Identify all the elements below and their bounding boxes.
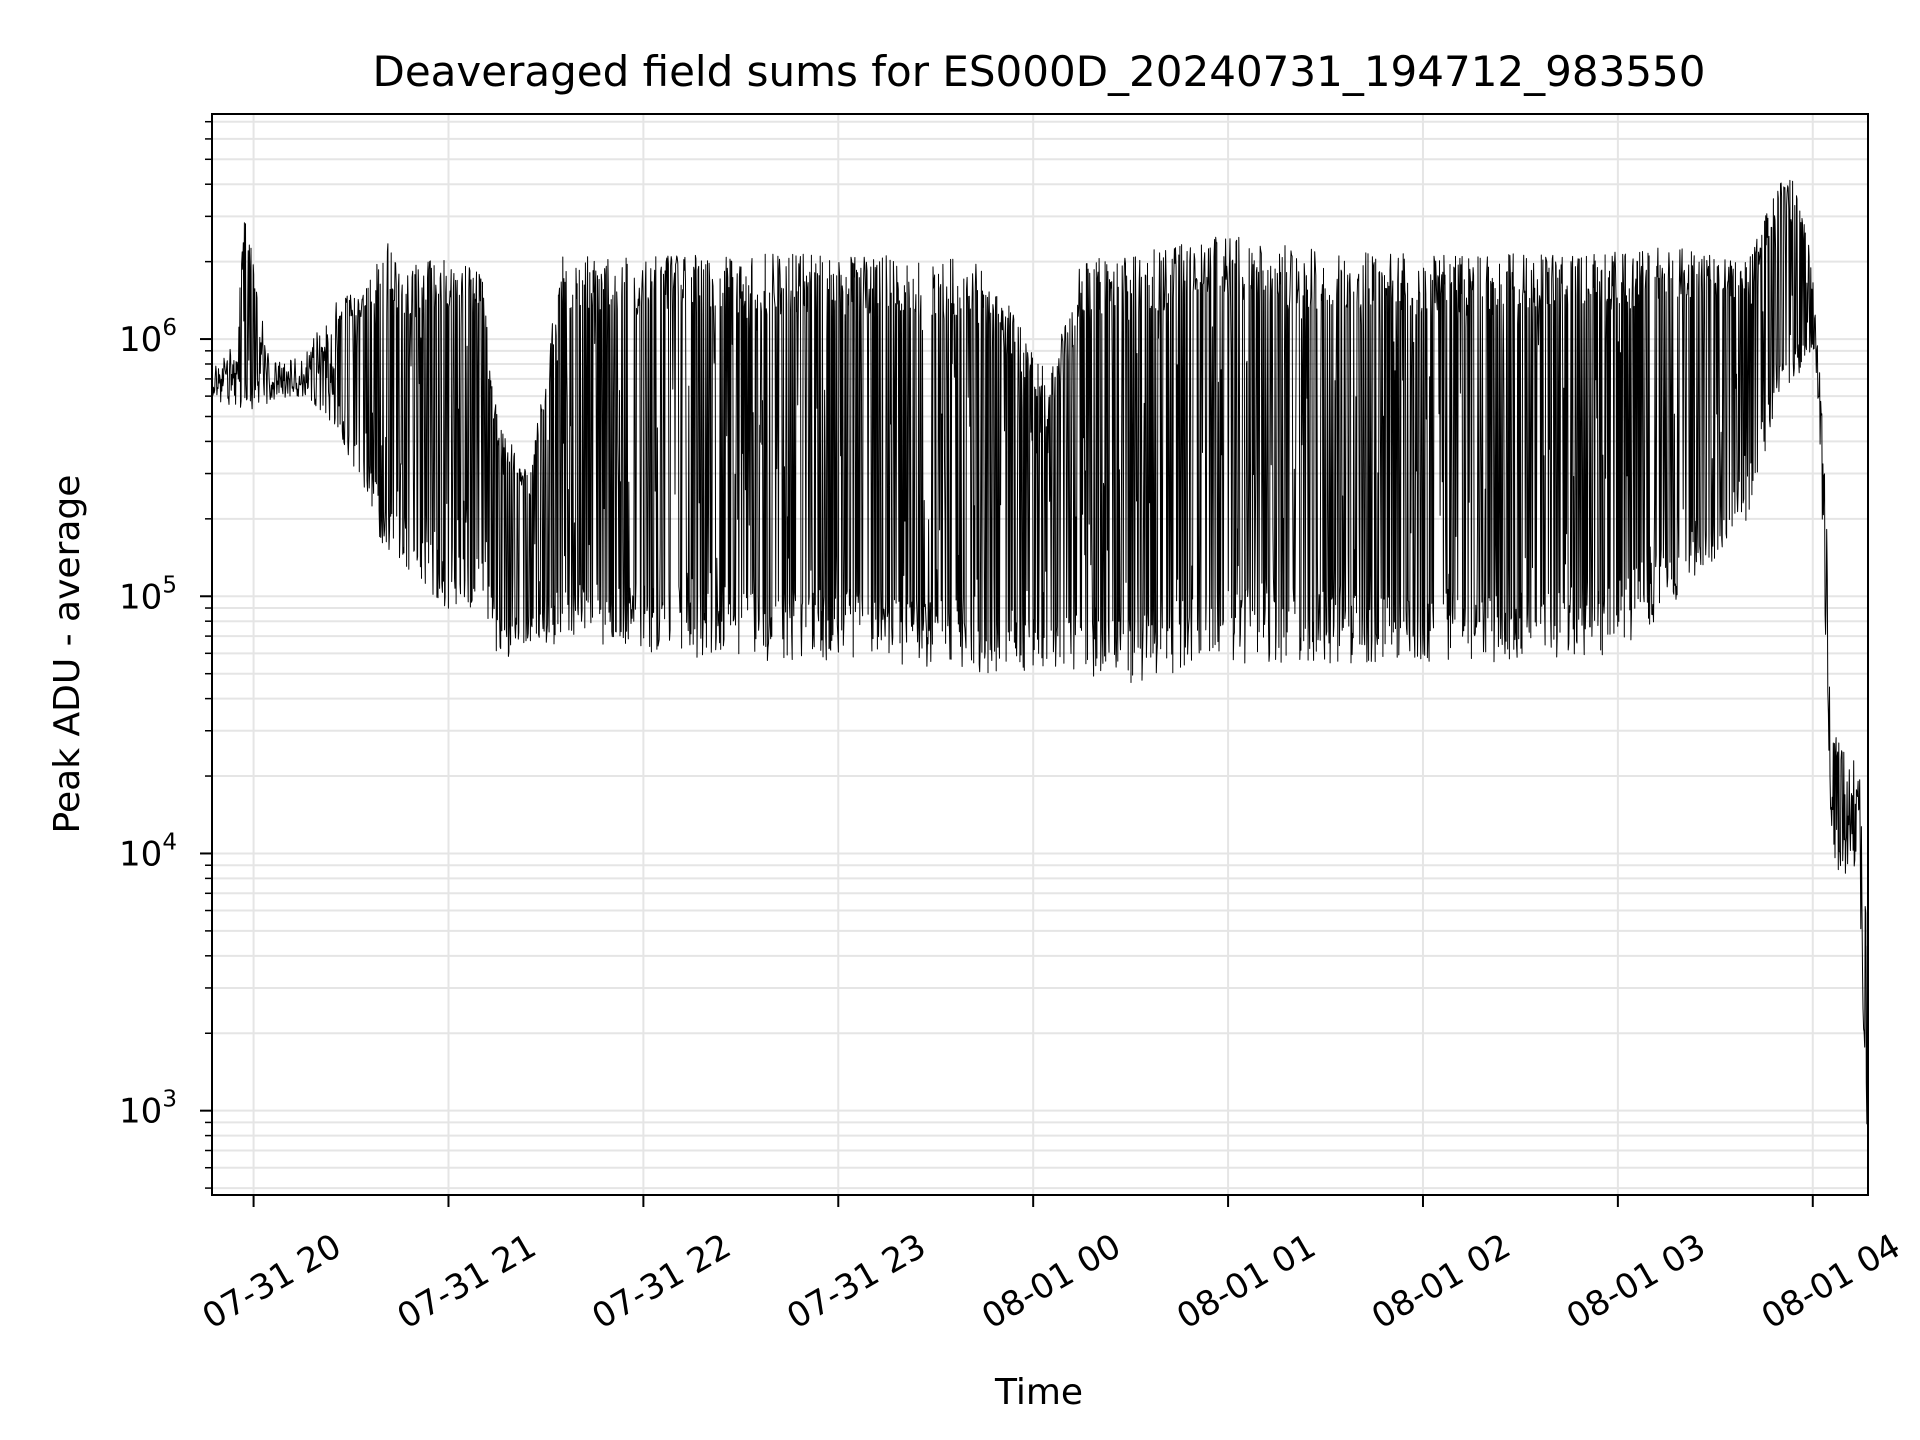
series-line [210,179,1869,1125]
plot-frame [211,113,1869,1196]
x-axis-label: Time [994,1372,1083,1413]
y-axis: 103 104 105 106 [119,120,212,1189]
grid [212,114,1868,1195]
y-tick-label: 104 [119,829,177,874]
y-axis-label: Peak ADU - average [47,475,88,834]
y-tick-label: 105 [119,572,177,617]
y-tick-label: 103 [119,1087,177,1132]
chart-title: Deaveraged field sums for ES000D_2024073… [373,47,1706,96]
data-series [210,179,1869,1125]
y-tick-label: 106 [119,315,177,360]
